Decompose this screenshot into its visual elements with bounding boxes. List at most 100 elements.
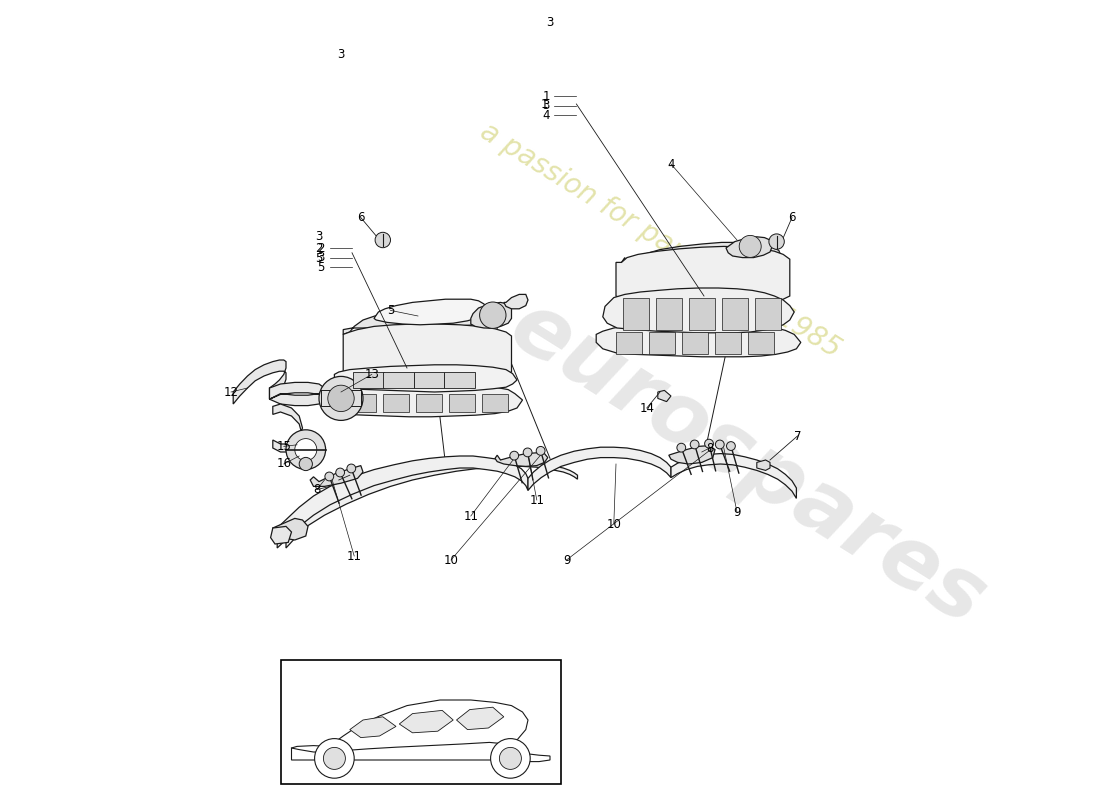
Circle shape bbox=[536, 446, 544, 455]
Text: eurospares: eurospares bbox=[495, 285, 1001, 643]
Polygon shape bbox=[726, 237, 772, 258]
Polygon shape bbox=[621, 242, 781, 272]
Circle shape bbox=[739, 235, 761, 258]
Text: 1: 1 bbox=[541, 98, 548, 110]
Polygon shape bbox=[623, 298, 649, 330]
Circle shape bbox=[499, 747, 521, 770]
Text: 13: 13 bbox=[364, 368, 380, 381]
Circle shape bbox=[491, 738, 530, 778]
Polygon shape bbox=[596, 322, 801, 357]
Polygon shape bbox=[504, 294, 528, 309]
Polygon shape bbox=[755, 298, 781, 330]
Polygon shape bbox=[689, 298, 715, 330]
Text: 3: 3 bbox=[338, 48, 344, 61]
Circle shape bbox=[315, 738, 354, 778]
Polygon shape bbox=[273, 404, 303, 452]
Text: 8: 8 bbox=[706, 442, 713, 454]
Text: 4: 4 bbox=[668, 158, 674, 170]
Polygon shape bbox=[343, 304, 512, 334]
Text: 9: 9 bbox=[734, 506, 740, 518]
Text: 6: 6 bbox=[789, 211, 795, 224]
Circle shape bbox=[295, 438, 317, 461]
Polygon shape bbox=[416, 394, 442, 412]
Polygon shape bbox=[444, 372, 475, 388]
Circle shape bbox=[336, 468, 344, 477]
Circle shape bbox=[324, 472, 333, 481]
Polygon shape bbox=[658, 390, 671, 402]
Circle shape bbox=[690, 440, 698, 449]
Circle shape bbox=[676, 443, 685, 452]
Polygon shape bbox=[616, 246, 790, 305]
Text: 3: 3 bbox=[547, 16, 553, 29]
Polygon shape bbox=[528, 447, 671, 490]
Circle shape bbox=[375, 232, 390, 248]
Text: a passion for parts since 1985: a passion for parts since 1985 bbox=[475, 117, 845, 363]
Polygon shape bbox=[722, 298, 748, 330]
Polygon shape bbox=[649, 332, 675, 354]
Polygon shape bbox=[374, 299, 486, 325]
Text: 9: 9 bbox=[563, 554, 570, 566]
Polygon shape bbox=[682, 332, 708, 354]
Polygon shape bbox=[449, 394, 475, 412]
Polygon shape bbox=[326, 385, 522, 417]
Text: 2: 2 bbox=[316, 242, 322, 254]
Polygon shape bbox=[757, 460, 770, 470]
Circle shape bbox=[726, 442, 735, 450]
Polygon shape bbox=[277, 456, 528, 548]
Polygon shape bbox=[715, 332, 741, 354]
Text: 12: 12 bbox=[223, 386, 239, 398]
Polygon shape bbox=[286, 461, 578, 548]
Text: 4: 4 bbox=[542, 109, 550, 122]
Polygon shape bbox=[616, 332, 642, 354]
Polygon shape bbox=[271, 526, 292, 544]
Polygon shape bbox=[748, 332, 774, 354]
Circle shape bbox=[769, 234, 784, 250]
Polygon shape bbox=[482, 394, 508, 412]
Polygon shape bbox=[233, 360, 286, 404]
Circle shape bbox=[328, 385, 354, 411]
Circle shape bbox=[319, 376, 363, 421]
Polygon shape bbox=[350, 717, 396, 738]
Circle shape bbox=[715, 440, 724, 449]
Polygon shape bbox=[456, 707, 504, 730]
Polygon shape bbox=[383, 394, 409, 412]
Polygon shape bbox=[353, 372, 384, 388]
Text: 5: 5 bbox=[316, 252, 322, 265]
Circle shape bbox=[705, 439, 714, 448]
Polygon shape bbox=[270, 382, 324, 406]
Polygon shape bbox=[399, 710, 453, 733]
Polygon shape bbox=[656, 298, 682, 330]
Text: 15: 15 bbox=[276, 440, 292, 453]
Circle shape bbox=[524, 448, 532, 457]
Circle shape bbox=[346, 464, 355, 473]
Polygon shape bbox=[383, 372, 414, 388]
Text: 11: 11 bbox=[529, 494, 544, 506]
Text: 6: 6 bbox=[358, 211, 364, 224]
Text: 7: 7 bbox=[794, 430, 801, 442]
Polygon shape bbox=[334, 365, 517, 392]
Polygon shape bbox=[350, 394, 376, 412]
Polygon shape bbox=[495, 453, 548, 466]
Text: 5: 5 bbox=[317, 261, 324, 274]
Text: 3: 3 bbox=[542, 99, 550, 112]
Polygon shape bbox=[669, 446, 715, 464]
Text: 8: 8 bbox=[314, 483, 320, 496]
Polygon shape bbox=[671, 454, 796, 498]
Text: 14: 14 bbox=[639, 402, 654, 414]
Polygon shape bbox=[471, 302, 512, 328]
Circle shape bbox=[323, 747, 345, 770]
Text: 1: 1 bbox=[542, 90, 550, 102]
Text: 3: 3 bbox=[316, 230, 322, 242]
Polygon shape bbox=[292, 742, 550, 762]
Polygon shape bbox=[343, 324, 512, 379]
Polygon shape bbox=[310, 466, 363, 486]
Text: 10: 10 bbox=[443, 554, 459, 566]
Circle shape bbox=[299, 458, 312, 470]
Text: 2: 2 bbox=[317, 242, 324, 254]
Polygon shape bbox=[273, 518, 308, 540]
Text: 16: 16 bbox=[276, 458, 292, 470]
Text: 11: 11 bbox=[346, 550, 362, 562]
Circle shape bbox=[509, 451, 518, 460]
Polygon shape bbox=[414, 372, 444, 388]
Bar bbox=[280, 660, 561, 784]
